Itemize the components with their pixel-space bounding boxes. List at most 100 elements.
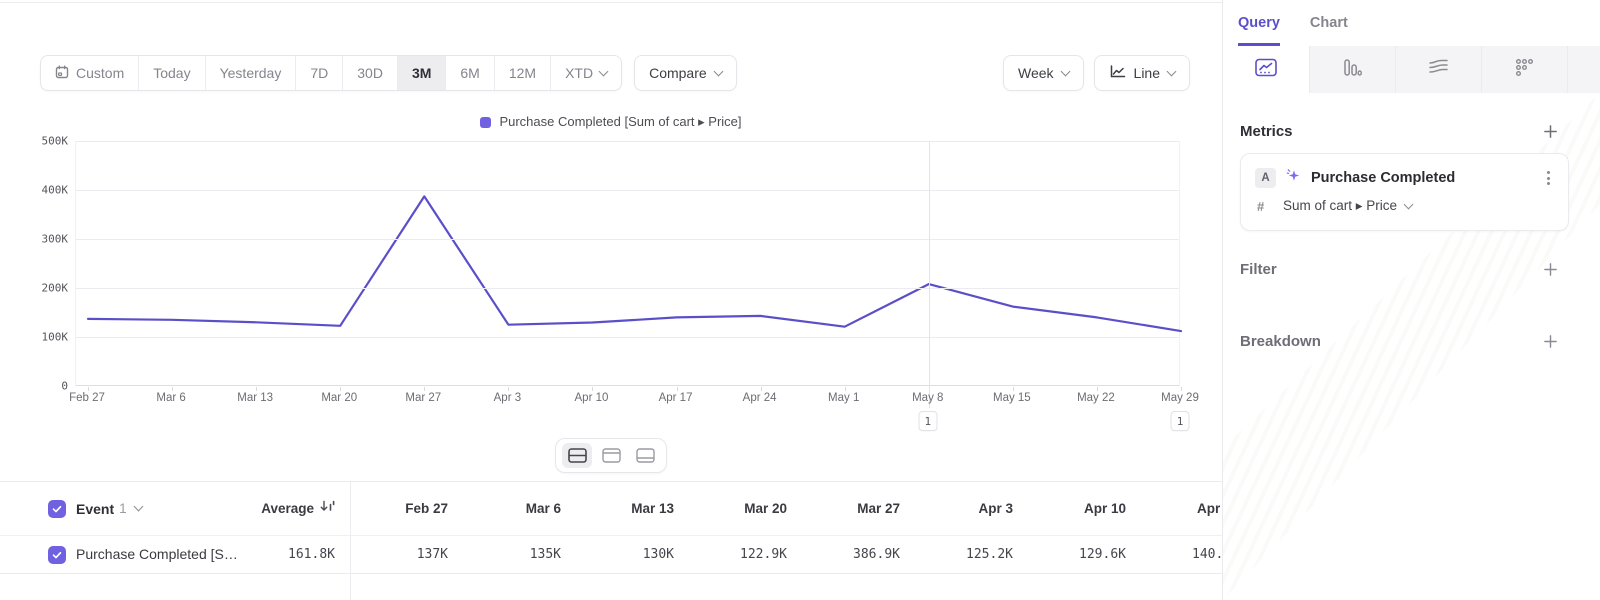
chart-legend: Purchase Completed [Sum of cart ▸ Price] — [0, 114, 1222, 130]
axis-tick — [1012, 387, 1014, 391]
table-header-row: Event 1 Average Feb 27 Mar 6 Mar 13 Mar 20 M… — [0, 482, 1222, 536]
range-button-30d[interactable]: 30D — [342, 56, 397, 90]
line-series — [86, 195, 1183, 333]
line-chart-icon — [1109, 64, 1126, 82]
column-divider — [350, 482, 351, 600]
range-button-7d[interactable]: 7D — [295, 56, 342, 90]
x-axis-label: May 1 — [828, 392, 860, 404]
tab-query[interactable]: Query — [1238, 0, 1280, 46]
table-cell-value: 386.9K — [853, 547, 900, 562]
axis-tick — [88, 387, 89, 391]
x-axis-label: May 8 — [912, 392, 944, 404]
y-axis-label: 100K — [41, 330, 69, 344]
x-axis-line — [76, 385, 1179, 386]
axis-tick — [1096, 387, 1098, 391]
calendar-icon — [55, 65, 69, 82]
x-axis-label: Apr 24 — [742, 392, 777, 404]
x-axis-label: May 15 — [992, 392, 1031, 404]
annotation-line — [928, 141, 930, 408]
y-axis-label: 200K — [41, 281, 69, 295]
time-range-group: Custom Today Yesterday 7D 30D 3M 6M 12M XTD — [40, 55, 623, 91]
table-cell-value: 130K — [642, 547, 674, 562]
axis-tick — [760, 387, 762, 391]
x-axis-label: Mar 6 — [156, 392, 186, 404]
axis-tick — [256, 387, 258, 391]
add-breakdown-button[interactable] — [1542, 334, 1558, 350]
event-count: 1 — [119, 501, 127, 516]
add-metric-button[interactable] — [1542, 124, 1558, 140]
chart-type-dropdown[interactable]: Line — [1093, 55, 1190, 91]
axis-tick — [340, 387, 342, 391]
chevron-down-icon[interactable] — [133, 501, 144, 512]
gridline — [76, 141, 1179, 142]
range-button-12m[interactable]: 12M — [493, 56, 550, 90]
gridline — [76, 337, 1179, 338]
range-button-custom[interactable]: Custom — [41, 56, 138, 90]
add-filter-button[interactable] — [1542, 262, 1558, 278]
column-header: Mar 13 — [631, 501, 674, 516]
table-cell-value: 125.2K — [966, 547, 1013, 562]
chart-type-strip-overflow — [1567, 46, 1600, 93]
column-header: Feb 27 — [405, 501, 448, 516]
annotation-badge[interactable]: 1 — [1170, 411, 1190, 431]
range-button-xtd[interactable]: XTD — [550, 56, 621, 90]
metric-menu-icon[interactable] — [1543, 169, 1554, 187]
x-axis-label: Feb 27 — [69, 392, 105, 404]
y-axis-label: 0 — [61, 379, 68, 393]
tab-chart[interactable]: Chart — [1309, 15, 1348, 31]
chart-type-strip — [1223, 46, 1600, 93]
select-all-checkbox[interactable] — [48, 499, 66, 518]
x-axis-label: May 29 — [1161, 392, 1199, 404]
axis-tick — [424, 387, 426, 391]
annotation-badge[interactable]: 1 — [918, 411, 938, 431]
breakdown-section-title: Breakdown — [1240, 333, 1321, 350]
interval-dropdown[interactable]: Week — [1002, 55, 1084, 91]
average-column-header[interactable]: Average — [205, 482, 335, 535]
compare-button[interactable]: Compare — [634, 55, 737, 91]
table-cell-value: 137K — [416, 547, 448, 562]
gridline — [76, 239, 1179, 240]
table-cell-value: 129.6K — [1079, 547, 1126, 562]
insights-line-tab[interactable] — [1223, 46, 1309, 93]
x-axis-label: Mar 27 — [405, 392, 442, 404]
x-axis-label: Apr 17 — [658, 392, 693, 404]
chevron-down-icon — [1166, 66, 1177, 76]
x-axis-label: Apr 3 — [493, 392, 522, 404]
table-bottom-toggle[interactable] — [630, 443, 660, 468]
x-axis-label: May 22 — [1077, 392, 1115, 404]
chevron-down-icon — [1060, 66, 1070, 76]
aggregation-selector[interactable]: # Sum of cart ▸ Price — [1241, 189, 1568, 214]
compare-label: Compare — [649, 65, 707, 81]
range-button-yesterday[interactable]: Yesterday — [204, 56, 296, 90]
flow-tab[interactable] — [1395, 46, 1481, 93]
table-top-toggle[interactable] — [596, 443, 626, 468]
metric-card[interactable]: A Purchase Completed # Sum of cart ▸ Pri… — [1240, 153, 1569, 231]
y-axis-label: 500K — [41, 134, 69, 148]
axis-tick — [844, 387, 846, 391]
gridline — [76, 190, 1179, 191]
x-axis: Feb 27 Mar 6 Mar 13 Mar 20 Mar 27 Apr 3 Apr 10… — [69, 392, 1199, 408]
column-header: Mar 27 — [857, 501, 900, 516]
interval-label: Week — [1017, 65, 1054, 81]
column-header: Mar 20 — [744, 501, 787, 516]
bar-chart-tab[interactable] — [1309, 46, 1395, 93]
range-button-3m[interactable]: 3M — [396, 56, 446, 90]
x-axis-label: Mar 13 — [237, 392, 274, 404]
window-edge-divider — [0, 2, 1600, 3]
number-property-icon: # — [1257, 198, 1265, 214]
column-header: Mar 6 — [525, 501, 561, 516]
y-axis: 0 100K 200K 300K 400K 500K — [26, 135, 69, 393]
axis-tick — [508, 387, 510, 391]
retention-dots-tab[interactable] — [1481, 46, 1567, 93]
range-button-today[interactable]: Today — [138, 56, 204, 90]
chart-type-label: Line — [1133, 65, 1160, 81]
split-view-toggle[interactable] — [562, 443, 592, 468]
x-axis-label: Mar 20 — [321, 392, 358, 404]
column-header: Apr 3 — [978, 501, 1013, 516]
row-checkbox[interactable] — [48, 545, 66, 564]
table-cell-value: 140.4K — [1192, 547, 1222, 562]
aggregation-label: Sum of cart ▸ Price — [1283, 198, 1398, 213]
range-button-6m[interactable]: 6M — [445, 56, 493, 90]
